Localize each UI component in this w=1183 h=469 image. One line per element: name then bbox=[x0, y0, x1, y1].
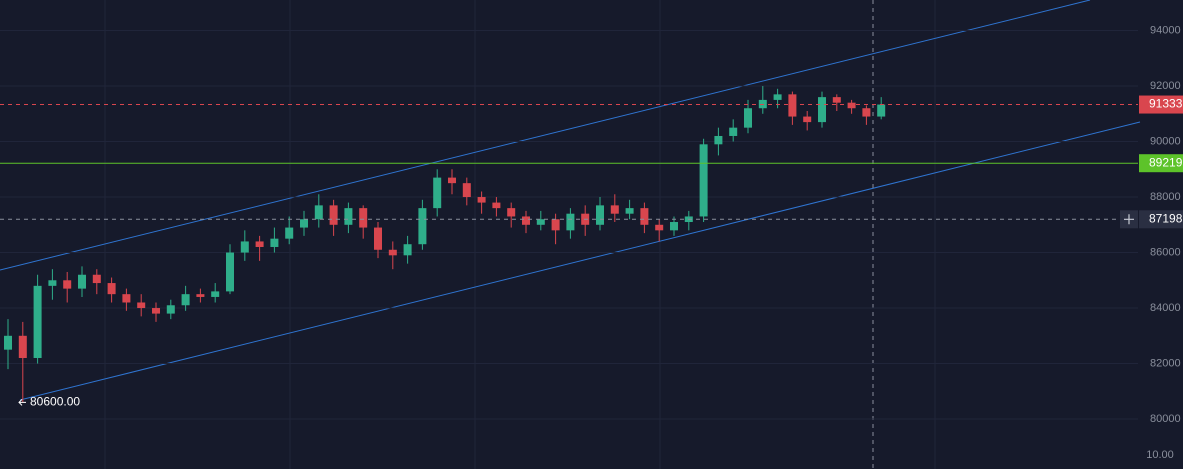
crosshair-plus bbox=[1124, 214, 1134, 225]
candle-body bbox=[152, 308, 160, 314]
candle-body bbox=[610, 205, 619, 214]
y-tick-label: 94000 bbox=[1150, 24, 1181, 36]
price-label: 87198 bbox=[1149, 211, 1183, 225]
candle-body bbox=[536, 219, 545, 225]
candle-body bbox=[255, 241, 264, 247]
candle-body bbox=[714, 135, 723, 145]
candle-body bbox=[670, 222, 678, 231]
candle-body bbox=[211, 291, 220, 297]
y-tick-label: 92000 bbox=[1150, 80, 1181, 92]
candle-body bbox=[107, 283, 116, 295]
channel-lower bbox=[19, 121, 1141, 401]
price-label: 89219 bbox=[1149, 155, 1183, 169]
candle-body bbox=[551, 219, 560, 231]
y-tick-label: 80000 bbox=[1150, 413, 1181, 425]
candle-body bbox=[270, 238, 279, 247]
candle-body bbox=[92, 274, 101, 284]
candle-body bbox=[4, 335, 12, 350]
candle-body bbox=[655, 224, 664, 231]
candle-body bbox=[729, 127, 738, 136]
candle-body bbox=[818, 97, 826, 123]
candle-body bbox=[122, 294, 131, 303]
candle-body bbox=[832, 97, 841, 103]
candle-body bbox=[166, 305, 175, 314]
candle-body bbox=[699, 144, 708, 217]
candle-body bbox=[566, 213, 575, 231]
candle-body bbox=[596, 205, 604, 225]
candle-body bbox=[300, 219, 308, 228]
price-label: 91333 bbox=[1149, 97, 1183, 111]
vertical-grid bbox=[104, 0, 936, 469]
candle-body bbox=[78, 274, 86, 289]
candle-body bbox=[877, 104, 886, 117]
low-marker-label: 80600.00 bbox=[30, 395, 80, 409]
candle-body bbox=[744, 108, 752, 128]
price-label-box bbox=[1139, 210, 1183, 229]
candle-body bbox=[847, 102, 856, 109]
candle-body bbox=[862, 108, 871, 117]
candle-body bbox=[285, 227, 294, 239]
y-tick-label: 82000 bbox=[1150, 357, 1181, 369]
low-marker-arrow bbox=[18, 399, 26, 406]
y-tick-label: 88000 bbox=[1150, 191, 1181, 203]
candle-body bbox=[359, 208, 368, 228]
candle-body bbox=[18, 335, 27, 358]
candle-body bbox=[625, 208, 634, 214]
candle-body bbox=[507, 208, 516, 217]
secondary-scale-label: 10.00 bbox=[1146, 449, 1174, 461]
candle-body bbox=[388, 249, 397, 256]
channel-upper bbox=[0, 0, 1091, 271]
candle-body bbox=[314, 205, 323, 220]
y-tick-label: 90000 bbox=[1150, 135, 1181, 147]
candle-body bbox=[137, 302, 146, 309]
candle-body bbox=[462, 183, 471, 198]
y-tick-label: 84000 bbox=[1150, 302, 1181, 314]
candle-body bbox=[48, 280, 57, 286]
candle-body bbox=[522, 216, 530, 225]
price-label-box bbox=[1139, 95, 1183, 114]
candle-body bbox=[477, 197, 486, 203]
y-tick-label: 86000 bbox=[1150, 246, 1181, 258]
candle-body bbox=[181, 294, 190, 306]
candle-body bbox=[640, 208, 649, 225]
candle-body bbox=[329, 205, 338, 225]
candle-body bbox=[433, 177, 442, 209]
candle-body bbox=[196, 294, 205, 297]
candle-body bbox=[344, 208, 353, 225]
candle-body bbox=[418, 208, 427, 245]
candle-body bbox=[63, 280, 72, 289]
candle-body bbox=[403, 244, 412, 256]
candle-body bbox=[492, 202, 501, 209]
candle-body bbox=[33, 285, 42, 358]
candle-body bbox=[374, 227, 382, 250]
candle-body bbox=[448, 177, 456, 184]
candle-body bbox=[773, 94, 782, 100]
candle-body bbox=[240, 241, 249, 253]
price-label-box bbox=[1139, 154, 1183, 173]
candle-body bbox=[226, 252, 234, 292]
candle-body bbox=[788, 94, 797, 117]
candle-body bbox=[803, 116, 812, 123]
